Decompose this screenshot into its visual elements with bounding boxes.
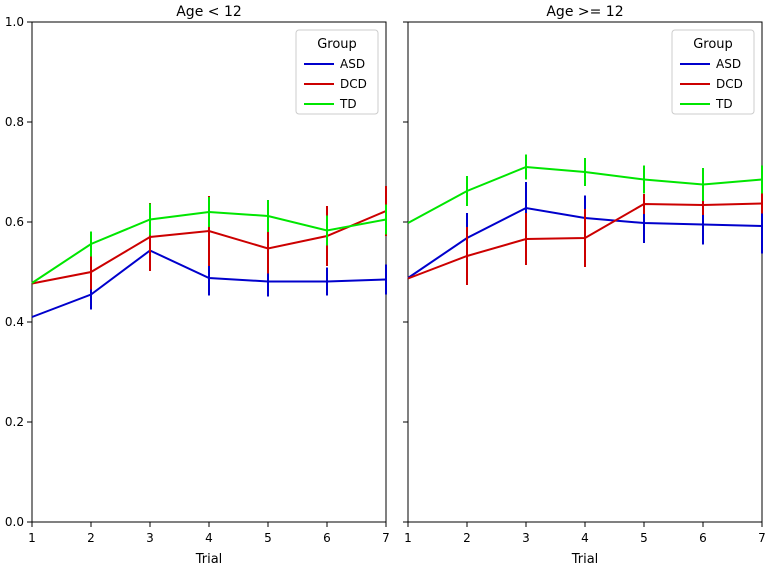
legend-label-td: TD <box>715 97 733 111</box>
x-tick-label-1: 1 <box>28 531 36 545</box>
chart-title: Age >= 12 <box>546 4 623 20</box>
y-tick-label-2: 0.2 <box>5 415 24 429</box>
legend: Group ASD DCD TD <box>671 29 755 115</box>
legend-label-dcd: DCD <box>716 77 743 91</box>
x-tick-label-6: 6 <box>323 531 331 545</box>
y-tick-label-4: 0.6 <box>5 215 24 229</box>
legend-label-dcd: DCD <box>340 77 367 91</box>
x-axis-label: Trial <box>195 552 223 567</box>
legend-title: Group <box>693 37 733 52</box>
chart-panel-1: Age < 12 Trial 1 2 3 4 5 6 7 0.0 0.2 0.4 0.6 0.8 1.0 Gr… <box>5 4 390 567</box>
x-tick-label-7: 7 <box>758 531 765 545</box>
x-axis-label: Trial <box>571 552 599 567</box>
x-tick-label-5: 5 <box>264 531 272 545</box>
x-tick-label-3: 3 <box>146 531 154 545</box>
x-tick-label-6: 6 <box>699 531 707 545</box>
legend: Group ASD DCD TD <box>295 29 379 115</box>
legend-title: Group <box>317 37 357 52</box>
x-tick-label-7: 7 <box>382 531 390 545</box>
y-tick-label-3: 0.4 <box>5 315 24 329</box>
x-tick-label-4: 4 <box>205 531 213 545</box>
y-tick-label-1: 0.0 <box>5 515 24 529</box>
x-tick-label-4: 4 <box>581 531 589 545</box>
legend-label-td: TD <box>339 97 357 111</box>
x-tick-label-3: 3 <box>522 531 530 545</box>
x-tick-label-5: 5 <box>640 531 648 545</box>
legend-label-asd: ASD <box>340 57 365 71</box>
chart-panel-2: Age >= 12 Trial 1 2 3 4 5 6 7 Group ASD DCD TD <box>403 4 765 567</box>
y-tick-label-5: 0.8 <box>5 115 24 129</box>
x-tick-label-1: 1 <box>404 531 412 545</box>
y-tick-label-6: 1.0 <box>5 15 24 29</box>
legend-box <box>295 29 379 115</box>
legend-box <box>671 29 755 115</box>
chart-title: Age < 12 <box>176 4 242 20</box>
legend-label-asd: ASD <box>716 57 741 71</box>
x-tick-label-2: 2 <box>463 531 471 545</box>
x-tick-label-2: 2 <box>87 531 95 545</box>
